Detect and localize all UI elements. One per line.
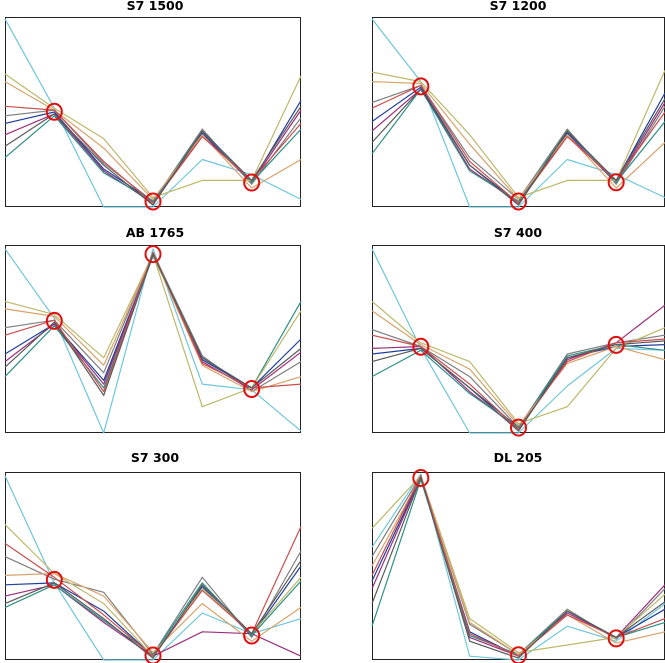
line-chart bbox=[4, 17, 302, 211]
series-line-9 bbox=[4, 253, 302, 396]
highlight-circle bbox=[412, 337, 430, 356]
series-line-1 bbox=[371, 473, 665, 661]
line-chart bbox=[4, 245, 302, 434]
series-line-8 bbox=[4, 526, 302, 657]
series-line-3 bbox=[371, 344, 665, 428]
highlight-circle bbox=[607, 335, 625, 354]
series-line-4 bbox=[371, 304, 665, 430]
chart-title: S7 1500 bbox=[126, 0, 184, 13]
series-line-8 bbox=[371, 475, 665, 657]
chart-title: S7 400 bbox=[493, 225, 543, 240]
highlight-circle bbox=[412, 77, 430, 96]
chart-panel-s7-300: S7 300 bbox=[0, 450, 320, 663]
highlight-circle bbox=[45, 311, 63, 330]
series-line-6 bbox=[4, 73, 302, 199]
series-line-3 bbox=[371, 86, 665, 204]
chart-title: S7 1200 bbox=[489, 0, 547, 13]
series-line-5 bbox=[371, 88, 665, 202]
series-line-9 bbox=[371, 88, 665, 206]
plot-frame bbox=[372, 17, 665, 207]
series-line-7 bbox=[4, 572, 302, 654]
series-line-7 bbox=[4, 253, 302, 393]
highlight-circle bbox=[607, 629, 625, 648]
series-line-2 bbox=[4, 550, 302, 655]
series-line-4 bbox=[371, 476, 665, 657]
series-line-5 bbox=[4, 115, 302, 202]
highlight-circle bbox=[510, 418, 527, 437]
series-line-6 bbox=[371, 475, 665, 654]
series-line-7 bbox=[371, 476, 665, 655]
series-line-1 bbox=[371, 18, 665, 208]
highlight-circle bbox=[45, 570, 63, 589]
series-line-8 bbox=[371, 84, 665, 204]
highlight-circle bbox=[510, 646, 527, 663]
series-line-4 bbox=[4, 584, 302, 657]
series-line-2 bbox=[371, 475, 665, 655]
series-line-9 bbox=[4, 560, 302, 659]
line-chart bbox=[371, 245, 665, 437]
highlight-circle bbox=[45, 102, 63, 121]
line-chart bbox=[371, 17, 665, 211]
plot-frame bbox=[5, 245, 301, 433]
chart-panel-ab-1765: AB 1765 bbox=[0, 225, 320, 445]
highlight-circle bbox=[144, 646, 162, 663]
series-line-8 bbox=[4, 251, 302, 393]
highlight-circle bbox=[243, 173, 261, 192]
line-chart bbox=[4, 472, 302, 663]
series-line-7 bbox=[371, 310, 665, 427]
series-line-5 bbox=[4, 580, 302, 655]
chart-panel-dl-205: DL 205 bbox=[368, 450, 665, 663]
highlight-circle bbox=[144, 192, 162, 211]
series-line-8 bbox=[371, 334, 665, 430]
highlight-circle bbox=[607, 173, 625, 192]
chart-title: DL 205 bbox=[493, 450, 543, 465]
chart-title: S7 300 bbox=[130, 450, 180, 465]
chart-panel-s7-400: S7 400 bbox=[368, 225, 665, 445]
series-line-7 bbox=[371, 81, 665, 200]
chart-panel-s7-1500: S7 1500 bbox=[0, 0, 320, 218]
chart-title: AB 1765 bbox=[125, 225, 185, 240]
highlight-circle bbox=[144, 245, 162, 264]
series-line-9 bbox=[371, 476, 665, 659]
series-line-2 bbox=[371, 84, 665, 200]
series-line-6 bbox=[371, 300, 665, 425]
series-line-1 bbox=[4, 248, 302, 434]
chart-panel-s7-1200: S7 1200 bbox=[368, 0, 665, 218]
series-line-9 bbox=[371, 340, 665, 432]
series-line-6 bbox=[371, 69, 665, 199]
series-line-4 bbox=[371, 88, 665, 204]
series-line-3 bbox=[371, 476, 665, 657]
series-line-9 bbox=[4, 105, 302, 206]
highlight-circle bbox=[243, 380, 261, 399]
highlight-circle bbox=[510, 192, 527, 211]
line-chart bbox=[371, 469, 665, 663]
series-line-5 bbox=[371, 343, 665, 428]
series-line-5 bbox=[371, 478, 665, 655]
highlight-circle bbox=[412, 469, 430, 487]
highlight-circle bbox=[243, 626, 261, 645]
